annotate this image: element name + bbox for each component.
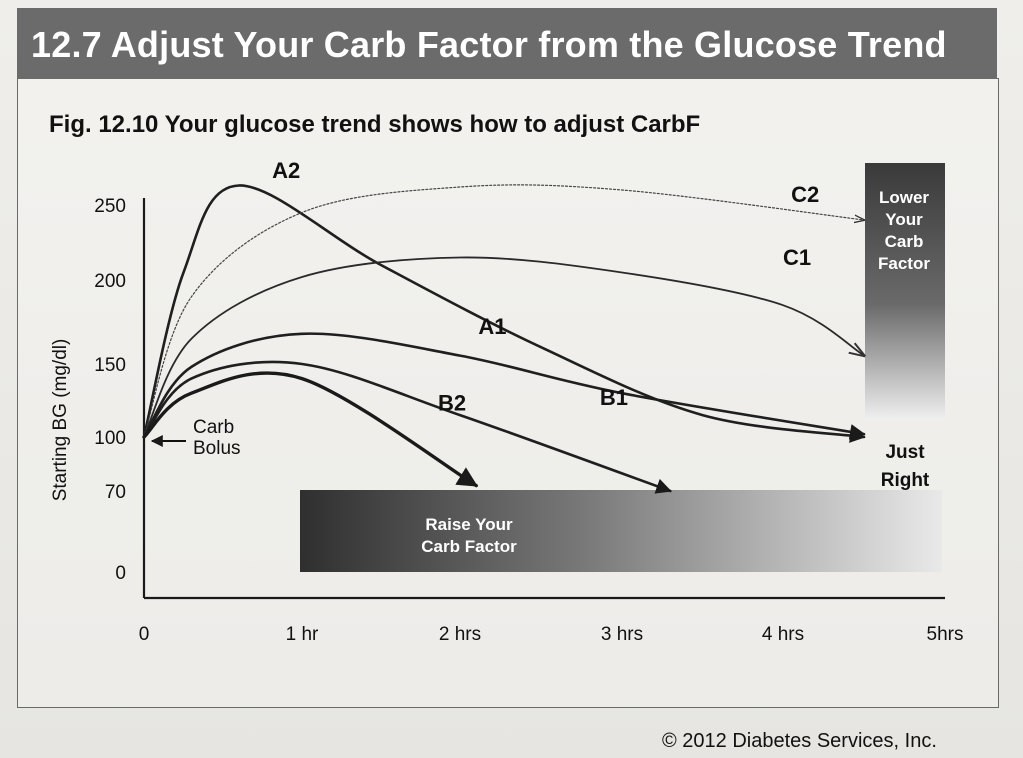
lower-carb-factor-label: Lower: [879, 188, 929, 207]
lower-carb-factor-label: Your: [885, 210, 923, 229]
series-label-c2: C2: [791, 182, 819, 207]
section-header: 12.7 Adjust Your Carb Factor from the Gl…: [17, 8, 997, 78]
series-label-b1: B1: [600, 385, 628, 410]
just-right-label: Just: [885, 442, 925, 463]
series-line-c2: [143, 184, 864, 438]
series-line-a2: [142, 184, 866, 443]
raise-carb-factor-zone: [300, 490, 942, 572]
x-tick-label: 1 hr: [286, 624, 319, 645]
raise-carb-factor-label: Carb Factor: [421, 537, 517, 556]
series-line-b2: [142, 371, 478, 488]
lower-carb-factor-label: Carb: [885, 232, 924, 251]
y-tick-label: 150: [94, 355, 126, 376]
y-tick-label: 70: [105, 482, 126, 503]
series-label-c1: C1: [783, 245, 811, 270]
lower-carb-factor-label: Factor: [878, 254, 930, 273]
x-tick-label: 4 hrs: [762, 624, 804, 645]
carb-bolus-label: Bolus: [193, 438, 241, 459]
y-tick-label: 200: [94, 271, 126, 292]
y-axis-label: Starting BG (mg/dl): [50, 339, 71, 502]
series-label-b2: B2: [438, 391, 466, 416]
series-line-a1: [142, 332, 866, 440]
section-title: 12.7 Adjust Your Carb Factor from the Gl…: [31, 24, 947, 65]
x-tick-label: 0: [139, 624, 150, 645]
figure-title: Fig. 12.10 Your glucose trend shows how …: [49, 111, 701, 138]
series-label-a2: A2: [272, 158, 300, 183]
raise-carb-factor-label: Raise Your: [425, 515, 513, 534]
copyright-notice: © 2012 Diabetes Services, Inc.: [662, 730, 937, 752]
series-line-b1: [142, 360, 672, 494]
series-label-a1: A1: [478, 314, 506, 339]
x-tick-label: 2 hrs: [439, 624, 481, 645]
series-line-c1: [143, 256, 864, 438]
x-tick-label: 5hrs: [927, 624, 964, 645]
y-tick-label: 250: [94, 196, 126, 217]
figure-frame: [17, 78, 999, 708]
lower-carb-factor-zone: [865, 163, 945, 420]
carb-bolus-label: Carb: [193, 417, 234, 438]
y-tick-label: 100: [94, 428, 126, 449]
just-right-label: Right: [881, 470, 930, 491]
y-tick-label: 0: [115, 563, 126, 584]
x-tick-label: 3 hrs: [601, 624, 643, 645]
